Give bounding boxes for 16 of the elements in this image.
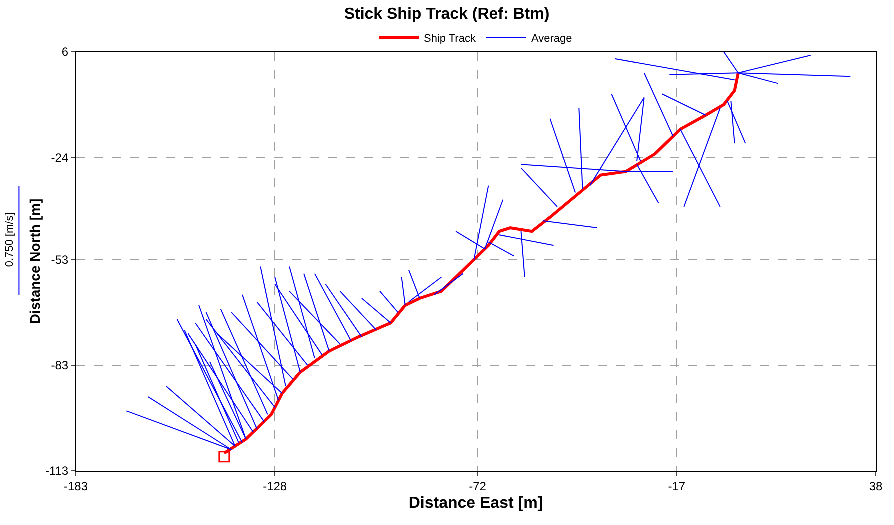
y-axis-title: Distance North [m] bbox=[27, 198, 44, 324]
chart-title: Stick Ship Track (Ref: Btm) bbox=[344, 6, 550, 24]
x-tick-label: -72 bbox=[469, 479, 487, 494]
y-tick-label: -53 bbox=[51, 252, 69, 267]
y-tick-label: -113 bbox=[45, 464, 69, 478]
y-tick-label: 6 bbox=[62, 45, 69, 60]
legend-label: Ship Track bbox=[424, 32, 476, 45]
x-tick-label: -183 bbox=[64, 479, 88, 494]
y-tick-label: -24 bbox=[51, 150, 69, 165]
x-tick-label: -17 bbox=[668, 479, 686, 494]
y-tick-label: -83 bbox=[51, 358, 69, 373]
x-tick-label: 38 bbox=[869, 479, 883, 494]
x-axis-title: Distance East [m] bbox=[408, 495, 544, 512]
x-tick-label: -128 bbox=[263, 479, 288, 494]
legend-label: Average bbox=[531, 32, 572, 45]
text: 0.750 [m/s] bbox=[4, 212, 16, 268]
